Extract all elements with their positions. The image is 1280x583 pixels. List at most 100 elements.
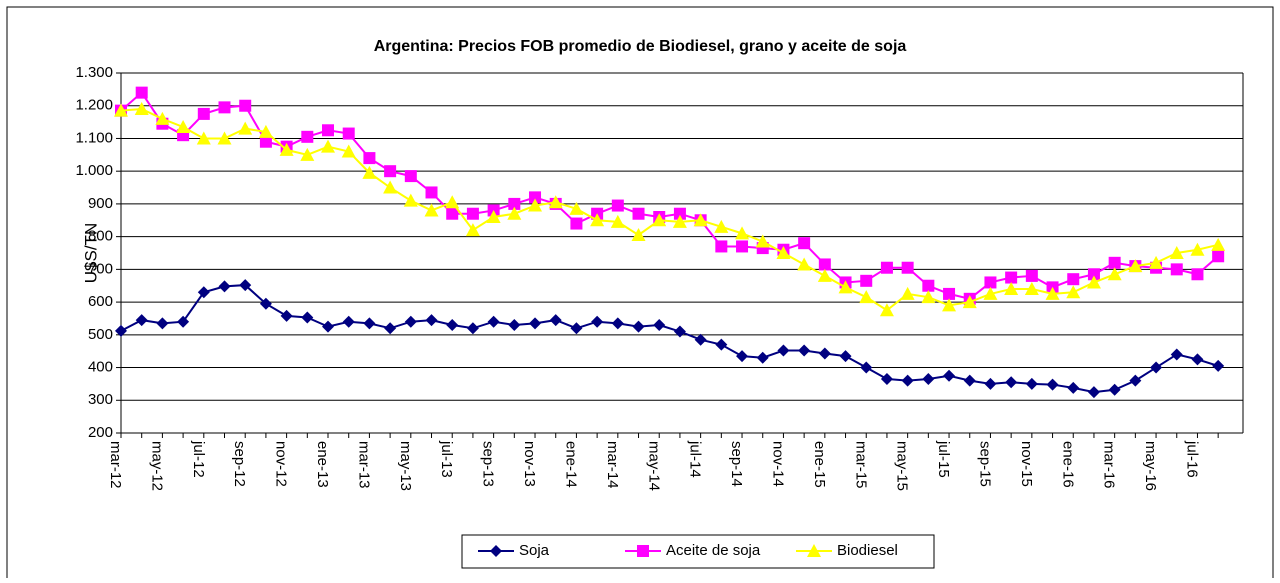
data-point xyxy=(363,317,376,330)
data-point xyxy=(155,111,170,125)
x-tick-label: ene-15 xyxy=(811,441,828,488)
data-point xyxy=(259,135,272,148)
data-point xyxy=(342,127,355,140)
x-tick-label: mar-16 xyxy=(1101,441,1118,489)
data-point xyxy=(755,234,770,248)
legend-marker xyxy=(637,545,649,557)
data-point xyxy=(156,317,169,330)
data-point xyxy=(279,142,294,156)
data-point xyxy=(321,139,336,153)
data-point xyxy=(901,374,914,387)
data-point xyxy=(1169,246,1184,259)
data-point xyxy=(1191,268,1204,281)
legend-box xyxy=(461,534,935,569)
x-tick-label: mar-15 xyxy=(852,441,869,489)
x-tick-label: jul-15 xyxy=(935,440,952,478)
data-point xyxy=(549,314,562,327)
data-point xyxy=(135,314,148,327)
data-point xyxy=(962,295,977,309)
y-axis-label: U$S/TN xyxy=(81,223,100,283)
data-point xyxy=(1170,348,1183,361)
data-point xyxy=(384,322,397,335)
data-point xyxy=(943,287,956,300)
x-tick-label: may-12 xyxy=(148,441,165,491)
data-point xyxy=(943,369,956,382)
x-tick-label: may-15 xyxy=(894,441,911,491)
y-tick-label: 600 xyxy=(88,293,113,310)
data-point xyxy=(197,107,210,120)
data-point xyxy=(569,201,584,215)
data-point xyxy=(1005,271,1018,284)
data-point xyxy=(838,280,853,294)
data-point xyxy=(921,290,936,304)
x-tick-label: sep-15 xyxy=(976,441,993,487)
data-point xyxy=(404,315,417,328)
data-point xyxy=(425,314,438,327)
data-point xyxy=(817,268,832,282)
data-point xyxy=(239,279,252,292)
data-point xyxy=(632,320,645,333)
data-point xyxy=(798,237,811,250)
legend-label: Soja xyxy=(519,542,550,559)
data-point xyxy=(922,279,935,292)
y-tick-label: 400 xyxy=(88,359,113,376)
x-tick-label: jul-12 xyxy=(190,440,207,478)
data-point xyxy=(466,322,479,335)
data-point xyxy=(446,207,459,220)
chart-title: Argentina: Precios FOB promedio de Biodi… xyxy=(374,38,907,55)
data-point xyxy=(984,377,997,390)
data-point xyxy=(238,121,253,135)
y-tick-label: 200 xyxy=(88,424,113,441)
data-point xyxy=(177,315,190,328)
data-point xyxy=(839,350,852,363)
data-point xyxy=(1212,359,1225,372)
data-point xyxy=(1004,282,1019,295)
data-point xyxy=(1067,381,1080,394)
x-tick-label: nov-13 xyxy=(521,441,538,487)
legend-label: Aceite de soja xyxy=(666,542,761,559)
data-point xyxy=(217,131,232,145)
data-point xyxy=(880,261,893,274)
data-point xyxy=(1066,285,1081,299)
y-tick-label: 800 xyxy=(88,228,113,245)
data-point xyxy=(860,361,873,374)
data-point xyxy=(694,333,707,346)
data-point xyxy=(1087,268,1100,281)
data-point xyxy=(693,213,708,227)
data-point xyxy=(218,101,231,114)
data-point xyxy=(611,317,624,330)
data-point xyxy=(1087,386,1100,399)
chart-border xyxy=(6,6,1274,583)
data-point xyxy=(673,325,686,338)
data-point xyxy=(859,290,874,304)
y-tick-label: 1.000 xyxy=(75,162,113,179)
data-point xyxy=(611,199,624,212)
data-point xyxy=(1170,263,1183,276)
data-point xyxy=(134,102,149,115)
data-point xyxy=(322,124,335,137)
data-point xyxy=(797,257,812,271)
data-point xyxy=(631,228,646,241)
data-point xyxy=(1190,242,1205,256)
legend-marker xyxy=(490,545,502,557)
data-point xyxy=(342,315,355,328)
data-point xyxy=(653,319,666,331)
x-tick-label: ene-14 xyxy=(562,441,579,488)
data-point xyxy=(591,315,604,328)
data-point xyxy=(1191,353,1204,366)
data-point xyxy=(446,319,459,331)
x-tick-label: may-16 xyxy=(1142,441,1159,491)
data-point xyxy=(673,207,686,220)
legend-label: Biodiesel xyxy=(837,542,898,559)
data-point xyxy=(900,286,915,300)
data-point xyxy=(548,195,563,209)
data-point xyxy=(403,193,418,207)
x-tick-label: mar-13 xyxy=(355,441,372,489)
data-point xyxy=(880,373,893,385)
data-point xyxy=(465,223,480,237)
data-point xyxy=(963,374,976,387)
data-point xyxy=(1005,376,1018,389)
data-point xyxy=(383,180,398,194)
data-point xyxy=(714,219,729,233)
